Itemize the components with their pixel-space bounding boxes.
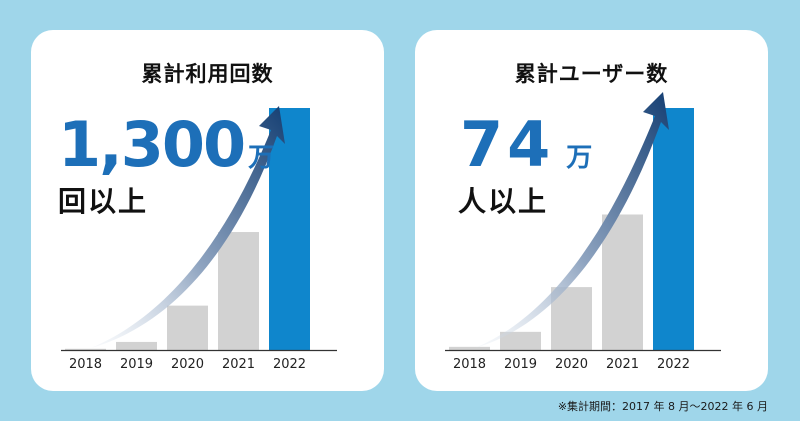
x-tick-label: 2020 [171, 357, 204, 372]
headline-value: 1,300 万 [58, 108, 274, 181]
card-title: 累計利用回数 [141, 62, 274, 86]
headline-number: 1,300 [58, 108, 246, 181]
bar-2020 [167, 305, 208, 350]
users-bar-chart: 2018 2019 2020 2021 2022 [445, 92, 721, 372]
headline-suffix: 人以上 [458, 185, 549, 218]
bar-2021 [602, 214, 643, 350]
total-usage-card: 累計利用回数 2018 2019 2020 2021 2022 1,300 万 回以上 [31, 30, 384, 391]
bar-2022 [269, 108, 310, 350]
x-tick-label: 2019 [504, 357, 537, 372]
x-tick-label: 2020 [555, 357, 588, 372]
usage-bar-chart: 2018 2019 2020 2021 2022 [61, 106, 337, 372]
x-tick-label: 2021 [606, 357, 639, 372]
x-tick-label: 2021 [222, 357, 255, 372]
x-tick-label: 2018 [69, 357, 102, 372]
x-tick-label: 2022 [273, 357, 306, 372]
headline-suffix: 回以上 [58, 185, 149, 218]
bar-2021 [218, 232, 259, 350]
x-tick-label: 2019 [120, 357, 153, 372]
bar-2019 [500, 331, 541, 350]
bar-2018 [449, 346, 490, 350]
bar-2019 [116, 341, 157, 350]
bar-2018 [65, 348, 106, 350]
x-tick-label: 2018 [453, 357, 486, 372]
aggregation-period-note: ※集計期間：2017 年 8 月～2022 年 6 月 [557, 400, 768, 413]
headline-number: 74 [460, 108, 555, 181]
total-users-card: 累計ユーザー数 2018 2019 2020 2021 2022 74 万 人以上 [415, 30, 768, 391]
headline-unit: 万 [566, 143, 593, 173]
bar-2022 [653, 108, 694, 350]
card-title: 累計ユーザー数 [514, 62, 669, 86]
bar-2020 [551, 287, 592, 350]
x-tick-label: 2022 [657, 357, 690, 372]
headline-value: 74 万 [460, 108, 592, 181]
headline-unit: 万 [248, 143, 275, 173]
